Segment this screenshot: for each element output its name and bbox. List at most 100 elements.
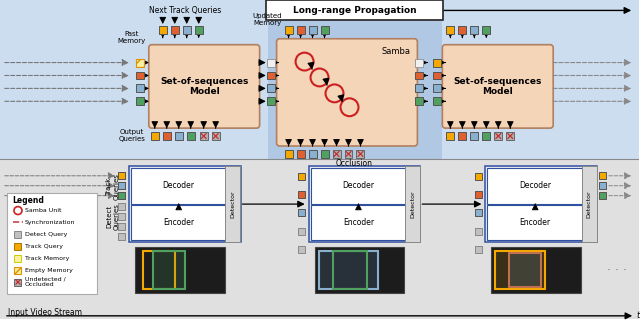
- Text: Track
Queries: Track Queries: [106, 173, 119, 200]
- FancyBboxPatch shape: [475, 173, 482, 180]
- FancyBboxPatch shape: [494, 132, 502, 140]
- FancyBboxPatch shape: [15, 231, 22, 238]
- FancyBboxPatch shape: [151, 132, 159, 140]
- FancyBboxPatch shape: [310, 168, 406, 204]
- Text: Encoder: Encoder: [520, 218, 551, 227]
- Text: Set-of-sequences
Model: Set-of-sequences Model: [454, 77, 542, 96]
- FancyBboxPatch shape: [187, 132, 195, 140]
- FancyBboxPatch shape: [296, 150, 305, 158]
- FancyBboxPatch shape: [470, 132, 478, 140]
- Text: t: t: [636, 311, 639, 320]
- FancyBboxPatch shape: [118, 203, 125, 210]
- Text: Synchronization: Synchronization: [25, 220, 76, 225]
- Bar: [153, 251, 185, 289]
- FancyBboxPatch shape: [15, 243, 22, 250]
- FancyBboxPatch shape: [442, 45, 553, 128]
- FancyBboxPatch shape: [298, 191, 305, 198]
- FancyBboxPatch shape: [433, 59, 442, 66]
- FancyBboxPatch shape: [446, 26, 454, 34]
- FancyBboxPatch shape: [310, 204, 406, 240]
- FancyBboxPatch shape: [118, 192, 125, 199]
- FancyBboxPatch shape: [118, 182, 125, 189]
- FancyBboxPatch shape: [118, 233, 125, 240]
- FancyBboxPatch shape: [212, 132, 220, 140]
- Bar: [509, 253, 541, 287]
- FancyBboxPatch shape: [118, 223, 125, 230]
- FancyBboxPatch shape: [415, 72, 424, 80]
- FancyBboxPatch shape: [433, 72, 442, 80]
- FancyBboxPatch shape: [118, 203, 125, 210]
- FancyBboxPatch shape: [475, 246, 482, 253]
- FancyBboxPatch shape: [415, 84, 424, 92]
- FancyBboxPatch shape: [15, 279, 22, 286]
- FancyBboxPatch shape: [598, 172, 605, 179]
- FancyBboxPatch shape: [136, 84, 144, 92]
- Text: Undetected /
Occluded: Undetected / Occluded: [25, 277, 66, 288]
- FancyBboxPatch shape: [136, 97, 144, 105]
- FancyBboxPatch shape: [267, 84, 275, 92]
- Text: Encoder: Encoder: [163, 218, 195, 227]
- FancyBboxPatch shape: [487, 204, 583, 240]
- FancyBboxPatch shape: [171, 26, 179, 34]
- FancyBboxPatch shape: [118, 172, 125, 179]
- FancyBboxPatch shape: [129, 166, 241, 242]
- Text: Detector: Detector: [587, 190, 591, 218]
- Text: Samba Unit: Samba Unit: [25, 208, 61, 213]
- FancyBboxPatch shape: [506, 132, 515, 140]
- Text: Track Memory: Track Memory: [25, 256, 69, 261]
- Text: Track Query: Track Query: [25, 244, 63, 249]
- FancyBboxPatch shape: [183, 26, 191, 34]
- FancyBboxPatch shape: [485, 166, 597, 242]
- FancyBboxPatch shape: [159, 26, 167, 34]
- FancyBboxPatch shape: [298, 173, 305, 180]
- Text: · · ·: · · ·: [48, 264, 68, 277]
- FancyBboxPatch shape: [266, 1, 443, 20]
- FancyBboxPatch shape: [356, 150, 364, 158]
- FancyBboxPatch shape: [405, 166, 420, 242]
- FancyBboxPatch shape: [598, 192, 605, 199]
- FancyBboxPatch shape: [308, 150, 317, 158]
- FancyBboxPatch shape: [487, 168, 583, 204]
- Bar: [319, 251, 378, 289]
- FancyBboxPatch shape: [415, 97, 424, 105]
- Text: Decoder: Decoder: [163, 181, 195, 190]
- Text: Output
Queries: Output Queries: [118, 129, 145, 142]
- FancyBboxPatch shape: [458, 132, 467, 140]
- FancyBboxPatch shape: [582, 166, 596, 242]
- FancyBboxPatch shape: [298, 228, 305, 235]
- Bar: [0, 159, 639, 319]
- FancyBboxPatch shape: [344, 150, 353, 158]
- Text: Detect
Queries: Detect Queries: [106, 203, 119, 230]
- FancyBboxPatch shape: [285, 26, 292, 34]
- FancyBboxPatch shape: [475, 191, 482, 198]
- FancyBboxPatch shape: [225, 166, 240, 242]
- Bar: [492, 247, 581, 293]
- FancyBboxPatch shape: [475, 228, 482, 235]
- Text: Detector: Detector: [410, 190, 415, 218]
- FancyBboxPatch shape: [267, 97, 275, 105]
- Text: Legend: Legend: [12, 196, 44, 205]
- FancyBboxPatch shape: [308, 166, 420, 242]
- Text: · · ·: · · ·: [607, 264, 627, 277]
- Text: Long-range Propagation: Long-range Propagation: [292, 6, 416, 15]
- Bar: [314, 247, 404, 293]
- Text: Next Track Queries: Next Track Queries: [148, 6, 221, 15]
- Text: Updated
Memory: Updated Memory: [253, 13, 282, 26]
- FancyBboxPatch shape: [470, 26, 478, 34]
- Text: Occlusion: Occlusion: [336, 159, 373, 169]
- FancyBboxPatch shape: [131, 168, 227, 204]
- Bar: [268, 0, 442, 159]
- Bar: [495, 251, 545, 289]
- FancyBboxPatch shape: [598, 182, 605, 189]
- Text: Detect Query: Detect Query: [25, 232, 67, 237]
- FancyBboxPatch shape: [118, 213, 125, 220]
- FancyBboxPatch shape: [118, 213, 125, 220]
- FancyBboxPatch shape: [118, 192, 125, 199]
- FancyBboxPatch shape: [136, 72, 144, 80]
- FancyBboxPatch shape: [298, 246, 305, 253]
- FancyBboxPatch shape: [148, 45, 260, 128]
- FancyBboxPatch shape: [200, 132, 208, 140]
- Bar: [0, 0, 639, 159]
- Text: Input Video Stream: Input Video Stream: [8, 308, 82, 317]
- Bar: [143, 251, 175, 289]
